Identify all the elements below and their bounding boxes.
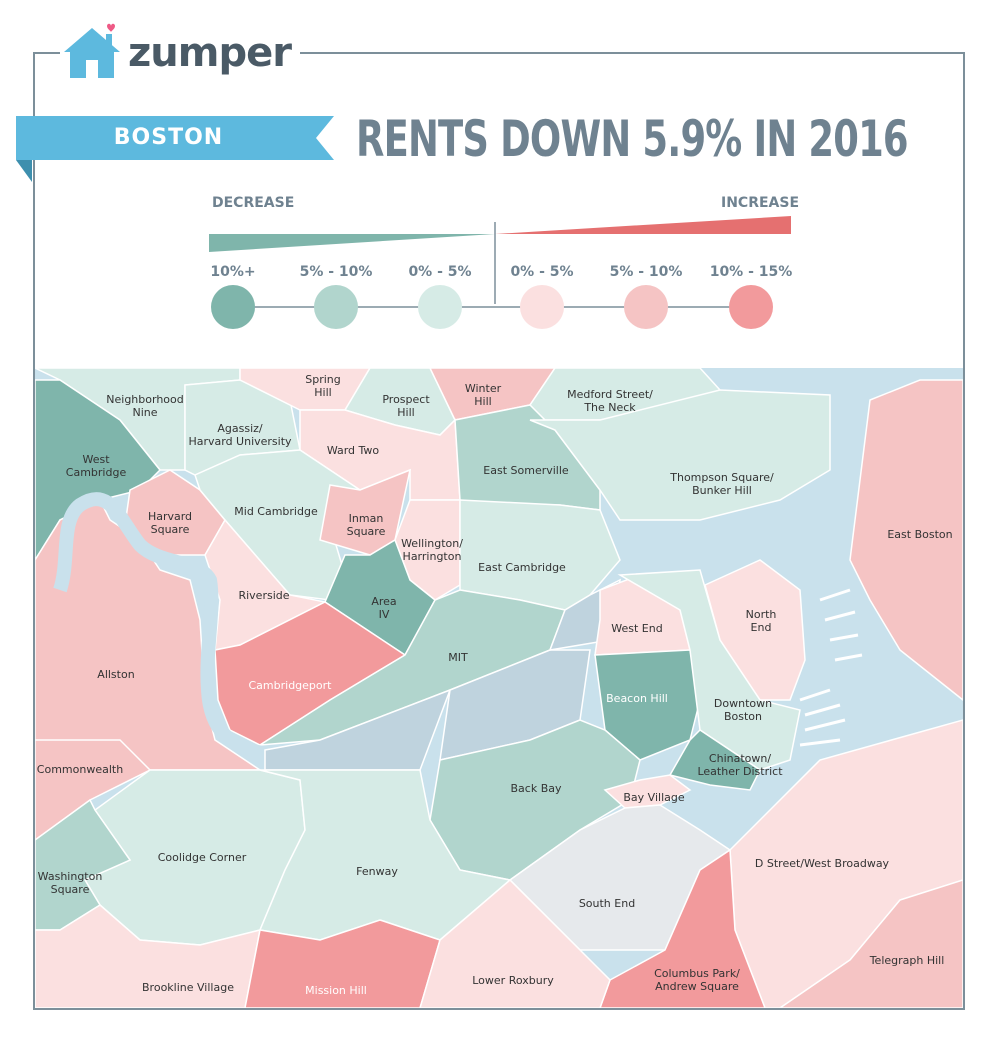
legend-bin-label: 10%+: [210, 264, 256, 280]
label-columbus-park: Columbus Park/Andrew Square: [654, 967, 740, 993]
label-back-bay: Back Bay: [511, 782, 562, 795]
city-banner: [16, 116, 334, 182]
label-mid-cambridge: Mid Cambridge: [234, 505, 318, 518]
label-east-cambridge: East Cambridge: [478, 561, 566, 574]
label-ward-two: Ward Two: [327, 444, 380, 457]
region-east-boston: [849, 379, 963, 701]
label-coolidge-corner: Coolidge Corner: [158, 851, 247, 864]
increase-wedge: [495, 216, 791, 234]
legend-bin-label: 0% - 5%: [408, 264, 472, 280]
legend-dot-decrease-0-5: [418, 285, 462, 329]
headline: RENTS DOWN 5.9% IN 2016: [356, 110, 909, 168]
legend-bin-label: 0% - 5%: [510, 264, 574, 280]
zumper-logo: zumper: [60, 22, 300, 84]
region-downtown: [617, 569, 801, 771]
region-lower-roxbury: [419, 878, 611, 1008]
label-lower-roxbury: Lower Roxbury: [472, 974, 554, 987]
city-name: BOSTON: [113, 125, 224, 150]
label-west-end: West End: [611, 622, 662, 635]
label-harvard-square: Harvard Square: [148, 510, 192, 536]
label-telegraph-hill: Telegraph Hill: [869, 954, 945, 967]
label-d-street: D Street/West Broadway: [755, 857, 890, 870]
label-mit: MIT: [448, 651, 468, 664]
label-agassiz: Agassiz/Harvard University: [188, 422, 292, 448]
legend-decrease-label: DECREASE: [212, 195, 295, 211]
legend-bin-label: 5% - 10%: [299, 264, 373, 280]
legend-dot-increase-10-15: [729, 285, 773, 329]
region-thompson-square: [529, 389, 831, 521]
label-chinatown: Chinatown/Leather District: [697, 752, 783, 778]
label-downtown: Downtown Boston: [714, 697, 772, 723]
label-west-cambridge: West Cambridge: [66, 453, 127, 479]
label-east-somerville: East Somerville: [483, 464, 569, 477]
region-brookline-village: [35, 904, 261, 1008]
legend-dot-decrease-5-10: [314, 285, 358, 329]
label-allston: Allston: [97, 668, 134, 681]
harbor-piers: [799, 588, 863, 747]
label-riverside: Riverside: [238, 589, 289, 602]
legend-increase-label: INCREASE: [721, 195, 800, 211]
legend-scale: [209, 216, 791, 329]
label-neighborhood-nine: Neighborhood Nine: [106, 393, 183, 419]
label-bay-village: Bay Village: [623, 791, 684, 804]
label-fenway: Fenway: [356, 865, 398, 878]
label-washington-square: Washington Square: [38, 870, 103, 896]
label-north-end: North End: [746, 608, 777, 634]
label-east-boston: East Boston: [887, 528, 952, 541]
label-south-end: South End: [579, 897, 635, 910]
label-medford-street: Medford Street/The Neck: [567, 388, 653, 414]
label-commonwealth: Commonwealth: [37, 763, 123, 776]
label-inman-square: Inman Square: [347, 512, 386, 538]
legend-dot-increase-0-5: [520, 285, 564, 329]
label-prospect-hill: Prospect Hill: [382, 393, 430, 419]
region-telegraph-hill: [778, 879, 963, 1008]
label-area-iv: Area IV: [371, 595, 396, 621]
label-brookline-village: Brookline Village: [142, 981, 234, 994]
legend-bin-label: 10% - 15%: [709, 264, 793, 280]
label-thompson-square: Thompson Square/Bunker Hill: [669, 471, 774, 497]
label-winter-hill: Winter Hill: [465, 382, 502, 408]
label-beacon-hill: Beacon Hill: [606, 692, 668, 705]
house-heart-icon: [64, 23, 120, 78]
label-mission-hill: Mission Hill: [305, 984, 367, 997]
region-commonwealth: [35, 739, 152, 841]
boston-rent-map: Spring Hill Neighborhood Nine Prospect Hill…: [35, 368, 963, 1008]
label-wellington: Wellington/Harrington: [401, 537, 463, 563]
legend-dot-decrease-10plus: [211, 285, 255, 329]
infographic-frame: [33, 52, 965, 1010]
label-spring-hill: Spring Hill: [305, 373, 341, 399]
decrease-wedge: [209, 234, 495, 252]
legend-bin-label: 5% - 10%: [609, 264, 683, 280]
legend-dot-increase-5-10: [624, 285, 668, 329]
brand-name: zumper: [128, 30, 292, 76]
label-cambridgeport: Cambridgeport: [249, 679, 333, 692]
